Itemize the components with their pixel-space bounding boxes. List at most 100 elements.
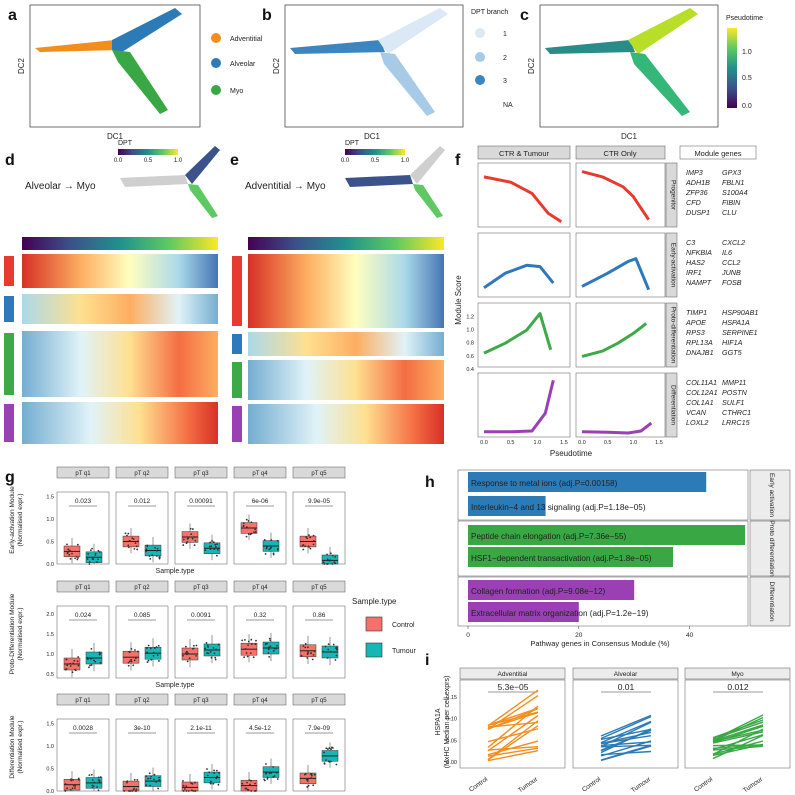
boxplot-point — [307, 784, 310, 787]
branch2-points — [380, 52, 435, 116]
pseudotime-xtick: 1.0 — [630, 440, 638, 446]
panel-a-letter: a — [8, 7, 17, 24]
boxplot-point — [244, 639, 246, 641]
boxplot-point — [136, 778, 139, 781]
paired-line — [712, 724, 764, 742]
boxplot-point — [182, 779, 184, 782]
boxplot-ytick: 1.0 — [46, 744, 54, 750]
boxplot-point — [94, 660, 97, 663]
boxplot-point — [157, 787, 160, 790]
boxplot-point — [90, 773, 93, 776]
boxplot-point — [158, 778, 161, 781]
panel-d-heatmap-early — [22, 294, 218, 324]
boxplot-point — [204, 549, 207, 552]
boxplot-point — [191, 528, 194, 530]
boxplot-point — [77, 777, 80, 780]
pvalue-label: 0.32 — [254, 612, 267, 619]
panel-f: f CTR & Tumour CTR Only Module genes Pro… — [454, 145, 758, 458]
boxplot-ytick: 0.0 — [46, 789, 54, 795]
boxplot-point — [154, 546, 156, 549]
boxplot-point — [87, 553, 90, 555]
module-gene-label: MMP11 — [722, 378, 746, 387]
module-genes-header — [679, 145, 757, 160]
boxplot-point — [326, 563, 329, 565]
module-strip-label: Proto-differentiation — [670, 307, 677, 364]
module-gene-label: RPL13A — [686, 338, 713, 347]
boxplot-xlabel: Sample.type — [156, 682, 195, 689]
boxplot-point — [209, 650, 212, 653]
boxplot-point — [76, 543, 79, 546]
boxplot-point — [127, 532, 130, 535]
pathway-group-label: Proto differentiation — [768, 520, 775, 577]
boxplot-point — [213, 652, 216, 655]
boxplot-point — [252, 656, 255, 659]
boxplot-point — [335, 763, 338, 766]
boxplot-point — [193, 790, 196, 792]
pseudotime-xtick: 1.5 — [655, 440, 663, 446]
panel-c-axes — [539, 4, 719, 128]
boxplot-point — [72, 784, 75, 787]
boxplot-point — [334, 555, 337, 558]
boxplot-point — [247, 644, 249, 647]
boxplot-point — [217, 547, 220, 550]
boxplot-point — [270, 772, 273, 774]
paired-line — [712, 743, 764, 757]
boxplot-point — [72, 779, 74, 781]
boxplot-point — [216, 548, 219, 551]
module-gene-label: SERPINE1 — [722, 328, 758, 337]
pathway-xlabel: Pathway genes in Consensus Module (%) — [530, 639, 670, 648]
pathway-bar — [468, 472, 707, 492]
legend-branch1-dot — [475, 28, 485, 38]
module-strip — [665, 302, 678, 368]
facet-strip-label: pT q2 — [134, 698, 150, 704]
paired-facet — [459, 679, 566, 769]
boxplot-point — [158, 660, 160, 662]
boxplot-point — [331, 563, 334, 565]
panel-d-module-early — [4, 296, 14, 322]
boxplot-point — [90, 647, 93, 650]
boxplot-point — [128, 660, 131, 663]
module-strip — [665, 232, 678, 298]
facet-strip-label: pT q3 — [193, 698, 209, 704]
boxplot-point — [127, 661, 130, 664]
boxplot-point — [306, 657, 309, 659]
facet-strip-label: pT q1 — [75, 698, 91, 704]
boxplot-point — [269, 639, 272, 642]
pvalue-label: 6e-06 — [252, 498, 269, 505]
boxplot-point — [213, 772, 216, 774]
facet-strip-label: pT q5 — [311, 585, 327, 591]
boxplot-facet — [292, 491, 346, 565]
boxplot-point — [151, 554, 154, 557]
boxplot-point — [273, 647, 276, 650]
boxplot-point — [212, 541, 215, 543]
pseudotime-xtick: 0.0 — [480, 440, 488, 446]
module-gene-label: C3 — [686, 238, 695, 247]
boxplot-point — [98, 653, 101, 656]
boxplot-point — [210, 780, 212, 783]
panel-d-module-proto — [4, 333, 14, 395]
panel-d-letter: d — [5, 152, 15, 169]
panel-e-colorbar — [345, 149, 405, 155]
boxplot-point — [276, 644, 278, 647]
boxplot-point — [192, 647, 195, 650]
boxplot-point — [244, 647, 247, 650]
boxplot-point — [310, 777, 312, 779]
facet-strip-label: pT q1 — [75, 585, 91, 591]
panel-d-colorbar — [118, 149, 178, 155]
boxplot-point — [189, 527, 192, 530]
pvalue-label: 7.9e-09 — [308, 725, 330, 732]
boxplot-point — [323, 563, 326, 565]
module-gene-label: S100A4 — [722, 188, 748, 197]
boxplot-point — [182, 654, 184, 657]
boxplot-point — [253, 531, 255, 534]
panel-b-ylabel: DC2 — [272, 57, 281, 74]
boxplot-point — [268, 646, 270, 649]
module-gene-label: COL11A1 — [686, 378, 717, 387]
boxplot-point — [77, 557, 79, 559]
boxplot-point — [74, 557, 77, 560]
boxplot-point — [99, 776, 102, 778]
boxplot-point — [215, 545, 217, 548]
pvalue-label: 2.1e-11 — [190, 725, 212, 732]
panel-e-mini-embedding — [345, 146, 445, 218]
panel-g-legend-title: Sample.type — [352, 597, 397, 606]
